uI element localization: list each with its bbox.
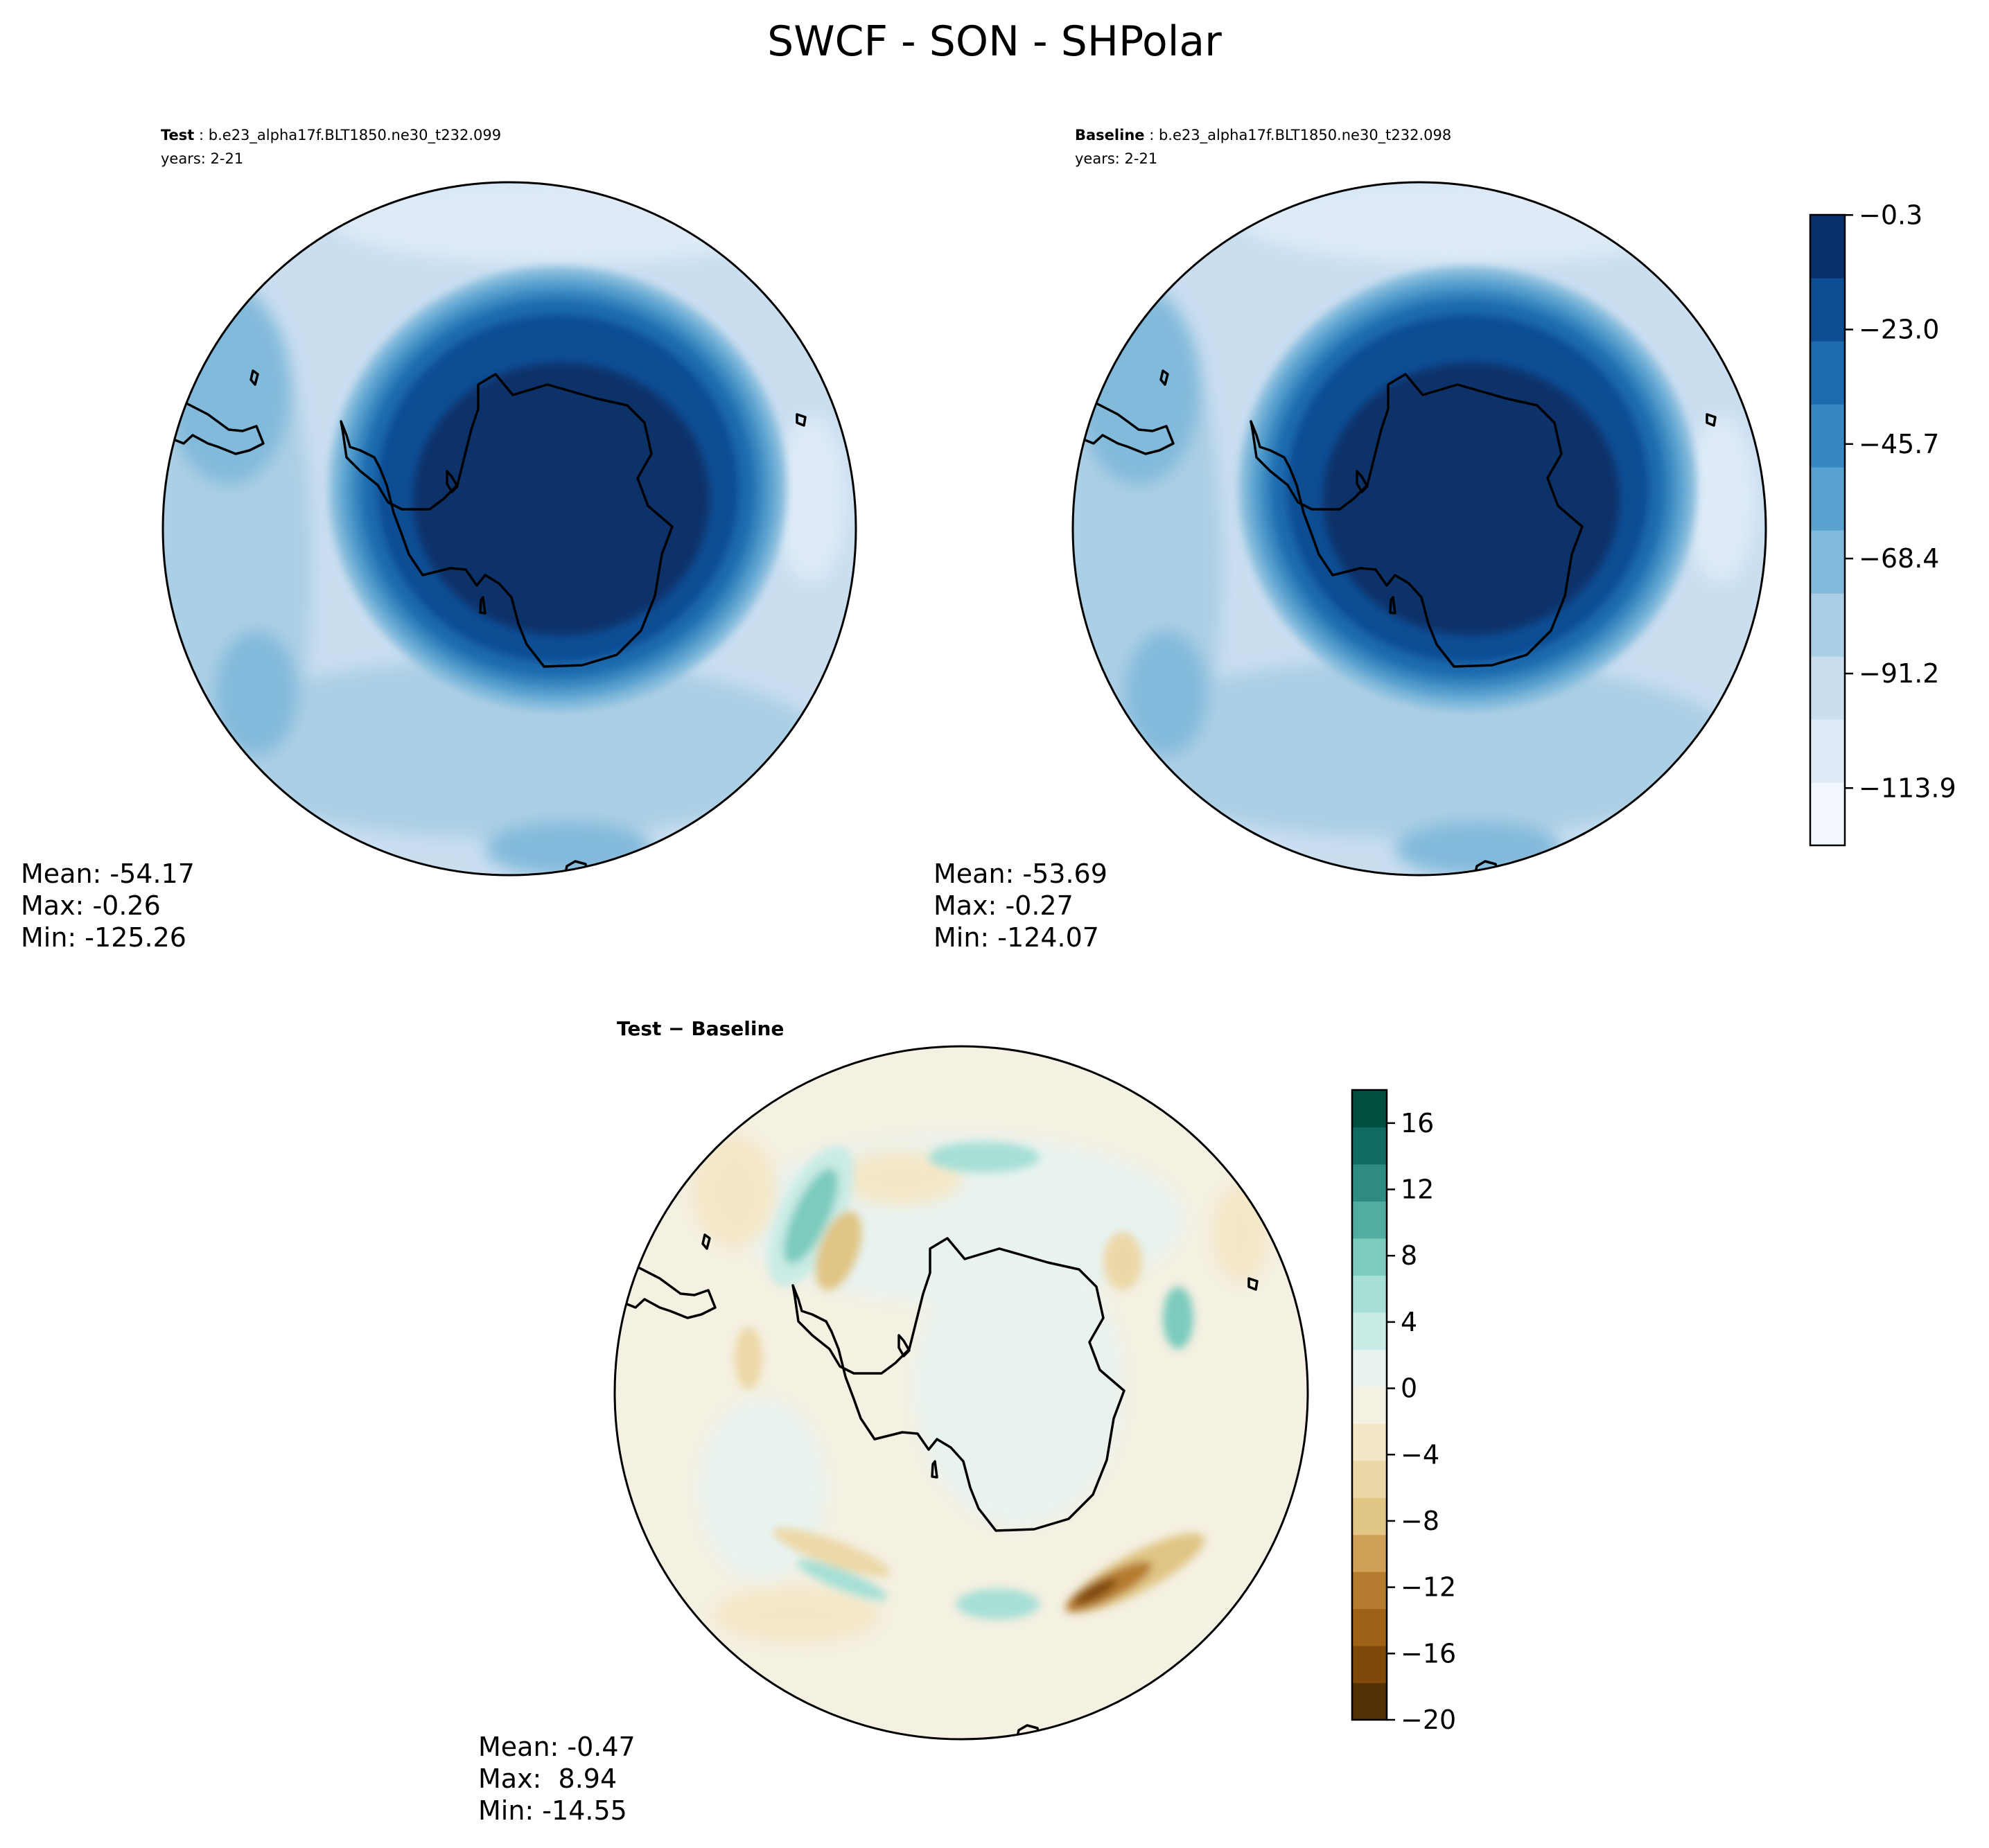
panel-test-mean: Mean: -54.17: [21, 859, 195, 889]
colorbar-diff-tick-label-7: −12: [1401, 1572, 1456, 1603]
colorbar-diff-level-2: [1352, 1608, 1387, 1646]
panel-baseline-subtitle: Baseline : b.e23_alpha17f.BLT1850.ne30_t…: [1075, 127, 1451, 144]
colorbar-diff-level-7: [1352, 1423, 1387, 1461]
panel-baseline: Baseline : b.e23_alpha17f.BLT1850.ne30_t…: [934, 127, 1956, 953]
colorbar-diff-level-8: [1352, 1386, 1387, 1424]
colorbar-main-level-1: [1810, 719, 1845, 783]
colorbar-diff-tick-label-0: 16: [1401, 1108, 1434, 1138]
panel-baseline-max: Max: -0.27: [934, 890, 1074, 921]
colorbar-main-tick-label-4: −91.2: [1859, 658, 1939, 689]
panel-difference-title: Test − Baseline: [617, 1017, 784, 1040]
colorbar-diff-level-10: [1352, 1312, 1387, 1350]
colorbar-diff-level-0: [1352, 1682, 1387, 1721]
colorbar-diff-level-11: [1352, 1275, 1387, 1313]
colorbar-diff-level-3: [1352, 1572, 1387, 1610]
panel-baseline-mean: Mean: -53.69: [934, 859, 1107, 889]
panel-test-subtitle-rest: : b.e23_alpha17f.BLT1850.ne30_t232.099: [199, 127, 501, 144]
colorbar-diff-tick-label-4: 0: [1401, 1373, 1417, 1404]
colorbar-diff-level-6: [1352, 1460, 1387, 1498]
colorbar-main-level-5: [1810, 467, 1845, 531]
colorbar-diff-level-14: [1352, 1163, 1387, 1202]
colorbar-diff-tick-label-8: −16: [1401, 1638, 1456, 1669]
panel-baseline-coastlines: [1073, 369, 1717, 875]
panel-difference-mean: Mean: -0.47: [478, 1732, 636, 1762]
colorbar-main-level-7: [1810, 341, 1845, 405]
panel-test: Test : b.e23_alpha17f.BLT1850.ne30_t232.…: [21, 127, 857, 953]
colorbar-diff-frame: [1351, 1089, 1388, 1721]
panel-test-boundary: [161, 181, 857, 877]
panel-difference-map: [615, 1046, 1308, 1739]
panel-baseline-boundary: [1071, 181, 1767, 877]
panel-difference-max: Max: 8.94: [478, 1763, 617, 1794]
colorbar-diff-level-5: [1352, 1497, 1387, 1535]
colorbar-main-level-3: [1810, 593, 1845, 657]
colorbar-diff-level-1: [1352, 1646, 1387, 1684]
colorbar-main-tick-label-2: −45.7: [1859, 429, 1939, 459]
colorbar-diff-tick-label-2: 8: [1401, 1240, 1417, 1271]
panel-test-subtitle: Test : b.e23_alpha17f.BLT1850.ne30_t232.…: [161, 127, 501, 144]
colorbar-diff-tick-label-5: −4: [1401, 1439, 1439, 1470]
panel-test-max: Max: -0.26: [21, 890, 161, 921]
panel-test-map: [163, 182, 856, 875]
colorbar-diff-level-12: [1352, 1238, 1387, 1276]
colorbar-diff-tick-label-9: −20: [1401, 1705, 1456, 1735]
panel-test-min: Min: -125.26: [21, 922, 186, 953]
colorbar-main-level-8: [1810, 278, 1845, 342]
panel-test-years: years: 2-21: [161, 150, 243, 167]
panel-baseline-map: [1073, 182, 1766, 875]
colorbar-test-baseline: −0.3 −23.0 −45.7 −68.4 −91.2 −113.9: [1809, 200, 1956, 847]
colorbar-main-frame: [1809, 213, 1846, 847]
figure-title: SWCF - SON - SHPolar: [767, 17, 1222, 66]
colorbar-diff-tick-label-1: 12: [1401, 1174, 1434, 1205]
colorbar-main-level-4: [1810, 530, 1845, 594]
panel-difference: Test − Baseline: [478, 1017, 1456, 1826]
colorbar-diff-level-13: [1352, 1201, 1387, 1239]
colorbar-main-level-6: [1810, 404, 1845, 468]
panel-baseline-subtitle-bold: Baseline: [1075, 127, 1145, 143]
colorbar-diff-level-4: [1352, 1534, 1387, 1572]
panel-baseline-min: Min: -124.07: [934, 922, 1099, 953]
colorbar-main-tick-label-3: −68.4: [1859, 543, 1939, 574]
colorbar-diff-tick-label-6: −8: [1401, 1506, 1439, 1536]
colorbar-main-tick-label-1: −23.0: [1859, 315, 1939, 345]
colorbar-main-level-2: [1810, 656, 1845, 720]
panel-baseline-subtitle-rest: : b.e23_alpha17f.BLT1850.ne30_t232.098: [1149, 127, 1451, 144]
colorbar-main-level-9: [1810, 215, 1845, 279]
colorbar-main-tick-label-0: −0.3: [1859, 200, 1922, 230]
panel-difference-boundary: [613, 1045, 1309, 1741]
colorbar-difference: 16 12 8 4 0 −4 −8 −12 −16 −20: [1351, 1089, 1456, 1735]
colorbar-main-tick-label-5: −113.9: [1859, 773, 1956, 803]
colorbar-main-level-0: [1810, 782, 1845, 846]
colorbar-diff-tick-label-3: 4: [1401, 1307, 1417, 1337]
panel-difference-min: Min: -14.55: [478, 1795, 627, 1826]
panel-test-subtitle-bold: Test: [161, 127, 194, 143]
colorbar-diff-level-16: [1352, 1090, 1387, 1128]
colorbar-diff-level-9: [1352, 1349, 1387, 1387]
panel-baseline-years: years: 2-21: [1075, 150, 1157, 167]
colorbar-diff-level-15: [1352, 1127, 1387, 1165]
